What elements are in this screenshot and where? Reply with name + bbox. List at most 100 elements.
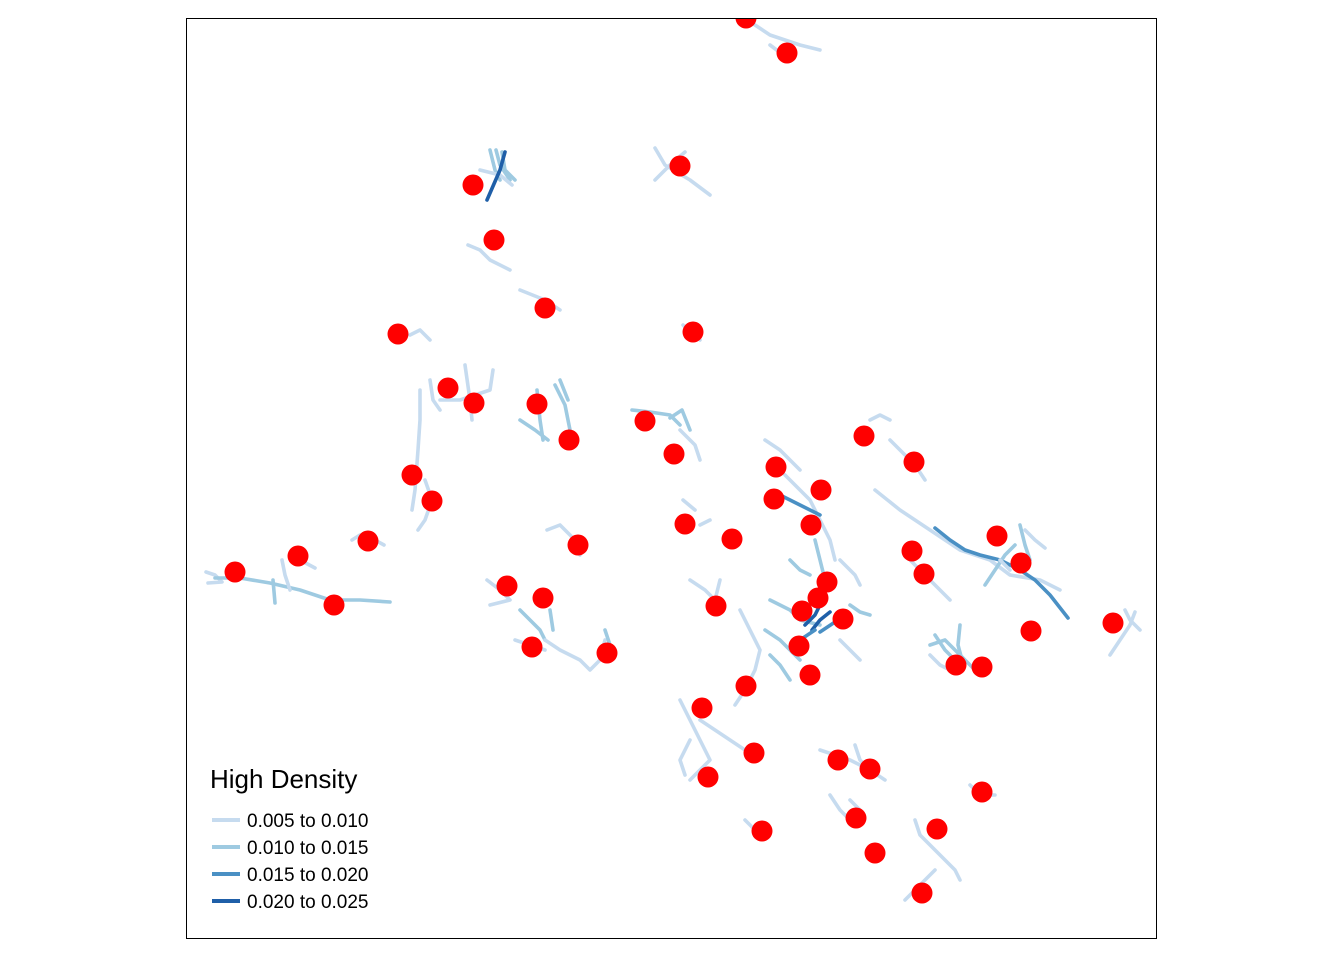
location-point (735, 675, 757, 697)
location-point (911, 882, 933, 904)
road-segment (688, 578, 722, 602)
location-point (832, 608, 854, 630)
location-point (596, 642, 618, 664)
location-point (810, 479, 832, 501)
location-point (763, 488, 785, 510)
location-point (462, 174, 484, 196)
location-point (401, 464, 423, 486)
location-point (526, 393, 548, 415)
road-segment (678, 738, 692, 777)
map-background (186, 18, 1157, 939)
road-segment (428, 378, 442, 412)
road-segment (1018, 523, 1032, 562)
location-point (634, 410, 656, 432)
legend-label-1: 0.005 to 0.010 (247, 811, 369, 832)
location-point (926, 818, 948, 840)
location-point (534, 297, 556, 319)
location-point (674, 513, 696, 535)
road-segment (838, 638, 862, 662)
road-segment (681, 498, 697, 512)
legend-label-3: 0.015 to 0.020 (247, 865, 369, 886)
road-segment (1123, 608, 1142, 632)
location-point (323, 594, 345, 616)
road-segment (868, 413, 892, 422)
road-segment (698, 518, 712, 527)
location-point (971, 656, 993, 678)
legend-item: 0.010 to 0.015 (212, 838, 369, 859)
legend-item: 0.020 to 0.025 (212, 892, 369, 913)
location-point (735, 18, 757, 29)
road-segment (1023, 528, 1047, 550)
road-segment (678, 698, 712, 782)
road-segment (466, 243, 512, 272)
road-segment (848, 603, 872, 617)
location-point (558, 429, 580, 451)
location-point (791, 600, 813, 622)
road-segment (558, 378, 570, 402)
location-point (903, 451, 925, 473)
location-point (287, 545, 309, 567)
location-point (816, 571, 838, 593)
location-point (224, 561, 246, 583)
road-segment (741, 18, 822, 52)
legend-label-4: 0.020 to 0.025 (247, 892, 369, 913)
road-segment (768, 653, 792, 682)
road-segment (998, 558, 1012, 572)
location-point (751, 820, 773, 842)
location-point (1102, 612, 1124, 634)
road-segment (553, 383, 572, 432)
road-segment (548, 608, 555, 632)
road-segment (410, 388, 422, 512)
location-point (776, 42, 798, 64)
legend-label-2: 0.010 to 0.015 (247, 838, 369, 859)
location-point (521, 636, 543, 658)
location-point (859, 758, 881, 780)
location-point (788, 635, 810, 657)
legend: High Density 0.005 to 0.010 0.010 to 0.0… (210, 764, 369, 913)
location-point (913, 563, 935, 585)
road-segment (788, 558, 812, 577)
road-segment (956, 623, 964, 662)
location-point (853, 425, 875, 447)
road-segment (763, 438, 802, 472)
location-point (532, 587, 554, 609)
location-point (743, 742, 765, 764)
location-point (496, 575, 518, 597)
location-point (697, 766, 719, 788)
location-point (567, 534, 589, 556)
location-point (827, 749, 849, 771)
location-point (901, 540, 923, 562)
location-point (705, 595, 727, 617)
road-segment (630, 408, 682, 427)
location-point (845, 807, 867, 829)
road-segment (698, 718, 747, 752)
road-segment (518, 418, 550, 442)
road-segment (668, 408, 692, 432)
location-point (721, 528, 743, 550)
location-point (463, 392, 485, 414)
legend-title: High Density (210, 764, 357, 794)
road-segment (810, 610, 832, 632)
legend-item: 0.015 to 0.020 (212, 865, 369, 886)
location-point (691, 697, 713, 719)
legend-item: 0.005 to 0.010 (212, 811, 369, 832)
road-segment (1108, 610, 1137, 657)
road-segment (518, 608, 547, 642)
road-segment (678, 428, 702, 462)
point-layer (224, 18, 1124, 904)
location-point (663, 443, 685, 465)
road-segment (838, 558, 862, 587)
road-segment (778, 493, 822, 517)
road-segment (603, 628, 612, 647)
location-point (1020, 620, 1042, 642)
location-point (971, 781, 993, 803)
location-point (945, 654, 967, 676)
location-point (864, 842, 886, 864)
location-point (807, 587, 829, 609)
location-point (387, 323, 409, 345)
location-point (437, 377, 459, 399)
location-point (1010, 552, 1032, 574)
location-point (421, 490, 443, 512)
location-point (483, 229, 505, 251)
